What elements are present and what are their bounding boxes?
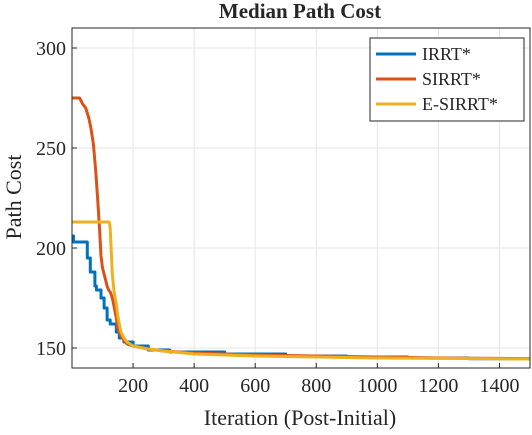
x-tick-label: 1400 xyxy=(479,375,519,397)
y-tick-label: 300 xyxy=(36,38,66,60)
legend-label: E-SIRRT* xyxy=(422,94,498,114)
series-line-e-sirrt xyxy=(72,220,531,361)
x-tick-label: 400 xyxy=(179,375,209,397)
x-tick-label: 800 xyxy=(301,375,331,397)
x-tick-label: 1000 xyxy=(357,375,397,397)
series-lines xyxy=(72,96,531,361)
legend-label: IRRT* xyxy=(422,44,471,64)
x-tick-label: 1200 xyxy=(418,375,458,397)
plot-frame xyxy=(71,27,531,369)
series-line-irrt xyxy=(72,234,530,361)
x-tick-label: 600 xyxy=(240,375,270,397)
series-line-sirrt xyxy=(72,96,531,361)
x-axis-label: Iteration (Post-Initial) xyxy=(204,405,396,430)
axis-ticks: 200 400 600 800 1000 1200 1400 150 200 250 300 xyxy=(36,38,519,397)
y-tick-label: 200 xyxy=(36,238,66,260)
y-tick-label: 150 xyxy=(36,338,66,360)
y-axis-label: Path Cost xyxy=(1,155,26,240)
x-tick-label: 200 xyxy=(118,375,148,397)
y-tick-label: 250 xyxy=(36,138,66,160)
legend-label: SIRRT* xyxy=(422,69,481,89)
legend: IRRT* SIRRT* E-SIRRT* xyxy=(369,37,525,122)
chart-title: Median Path Cost xyxy=(219,0,381,23)
